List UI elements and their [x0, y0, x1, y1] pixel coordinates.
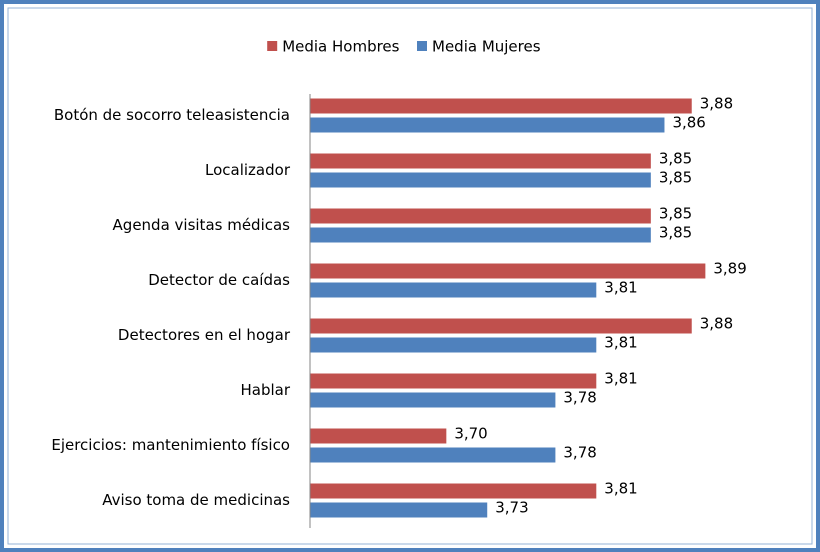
bar: [310, 483, 597, 499]
category-label: Botón de socorro teleasistencia: [54, 106, 290, 124]
value-label: 3,85: [659, 224, 692, 242]
category-label: Aviso toma de medicinas: [102, 491, 290, 509]
value-label: 3,88: [700, 95, 733, 113]
bar: [310, 337, 597, 353]
bar: [310, 373, 597, 389]
value-label: 3,86: [672, 114, 705, 132]
bar: [310, 502, 488, 518]
value-label: 3,73: [495, 499, 528, 517]
legend-label: Media Mujeres: [432, 38, 541, 56]
value-label: 3,78: [563, 389, 596, 407]
category-label: Hablar: [240, 381, 290, 399]
category-label: Localizador: [205, 161, 291, 179]
value-label: 3,85: [659, 169, 692, 187]
value-label: 3,88: [700, 315, 733, 333]
bar: [310, 282, 597, 298]
bar: [310, 318, 692, 334]
category-label: Ejercicios: mantenimiento físico: [51, 436, 290, 454]
value-label: 3,81: [604, 370, 637, 388]
value-label: 3,81: [604, 334, 637, 352]
value-label: 3,78: [563, 444, 596, 462]
legend-swatch: [267, 41, 278, 51]
bar: [310, 392, 556, 408]
value-label: 3,81: [604, 480, 637, 498]
category-label: Detectores en el hogar: [118, 326, 291, 344]
value-label: 3,85: [659, 205, 692, 223]
bar: [310, 153, 651, 169]
bar: [310, 117, 665, 133]
value-label: 3,85: [659, 150, 692, 168]
bar: [310, 428, 447, 444]
value-label: 3,81: [604, 279, 637, 297]
value-label: 3,89: [713, 260, 746, 278]
bar: [310, 447, 556, 463]
inner-frame: [7, 7, 813, 545]
legend-label: Media Hombres: [282, 38, 399, 56]
bar: [310, 263, 706, 279]
category-label: Agenda visitas médicas: [113, 216, 291, 234]
legend-swatch: [417, 41, 427, 51]
category-label: Detector de caídas: [148, 271, 290, 289]
value-label: 3,70: [454, 425, 487, 443]
bar: [310, 208, 651, 224]
bar: [310, 172, 651, 188]
bar: [310, 227, 651, 243]
bar: [310, 98, 692, 114]
